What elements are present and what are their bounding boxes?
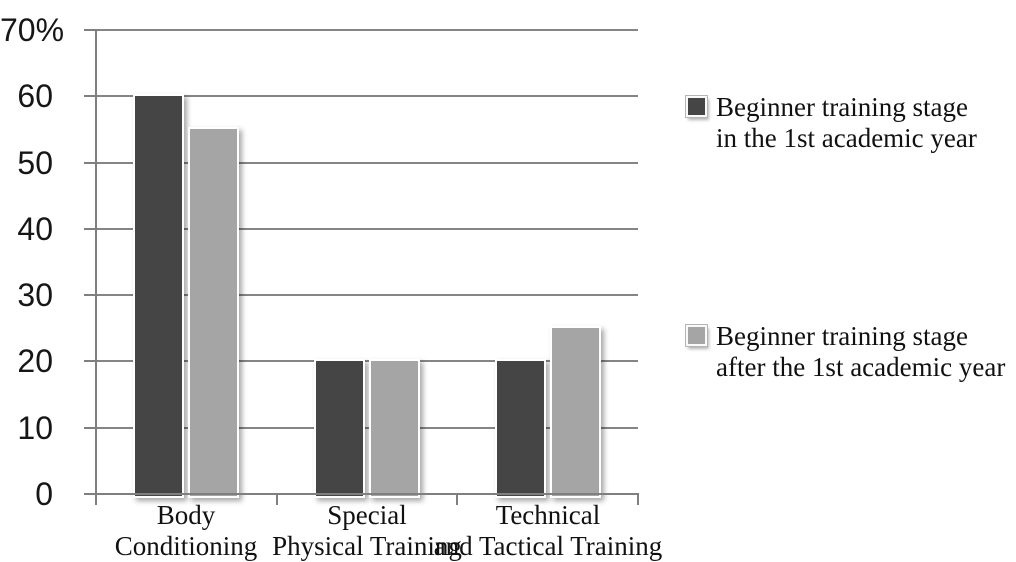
y-tick-label: 0	[35, 476, 53, 512]
x-tick-mark	[456, 493, 458, 505]
gridline	[96, 228, 638, 230]
bar-series1-cat1	[133, 94, 184, 498]
x-category-label: Special Physical Training	[272, 500, 462, 561]
y-tick-label: 50	[17, 145, 53, 181]
x-tick-mark	[276, 493, 278, 505]
legend-swatch	[685, 95, 708, 118]
y-tick-mark	[84, 162, 98, 164]
gridline	[96, 29, 638, 31]
gridline	[96, 360, 638, 362]
legend-label: Beginner training stage in the 1st academ…	[716, 92, 977, 153]
x-tick-mark	[637, 493, 639, 505]
y-tick-label: 60	[17, 78, 53, 114]
y-tick-mark	[84, 294, 98, 296]
gridline	[96, 427, 638, 429]
y-tick-mark	[84, 95, 98, 97]
legend-swatch	[685, 324, 708, 347]
bar-series2-cat1	[188, 127, 239, 498]
y-tick-mark	[84, 360, 98, 362]
bar-series1-cat3	[495, 359, 546, 498]
x-category-label: Technical and Tactical Training	[433, 500, 663, 561]
y-tick-label: 30	[17, 277, 53, 313]
bar-series2-cat2	[369, 359, 420, 498]
y-tick-mark	[84, 493, 98, 495]
gridline	[96, 162, 638, 164]
y-tick-label: 40	[17, 211, 53, 247]
gridline	[96, 294, 638, 296]
y-tick-label: 10	[17, 410, 53, 446]
y-tick-mark	[84, 228, 98, 230]
y-tick-label: 20	[17, 343, 53, 379]
y-tick-mark	[84, 29, 98, 31]
bar-series1-cat2	[314, 359, 365, 498]
y-tick-mark	[84, 427, 98, 429]
legend-label: Beginner training stage after the 1st aca…	[716, 321, 1006, 382]
x-category-label: Body Conditioning	[114, 500, 258, 561]
y-axis-line	[95, 30, 97, 505]
gridline	[96, 95, 638, 97]
x-axis-line	[96, 493, 639, 495]
y-tick-label: 70%	[0, 12, 65, 48]
bar-series2-cat3	[550, 326, 601, 498]
